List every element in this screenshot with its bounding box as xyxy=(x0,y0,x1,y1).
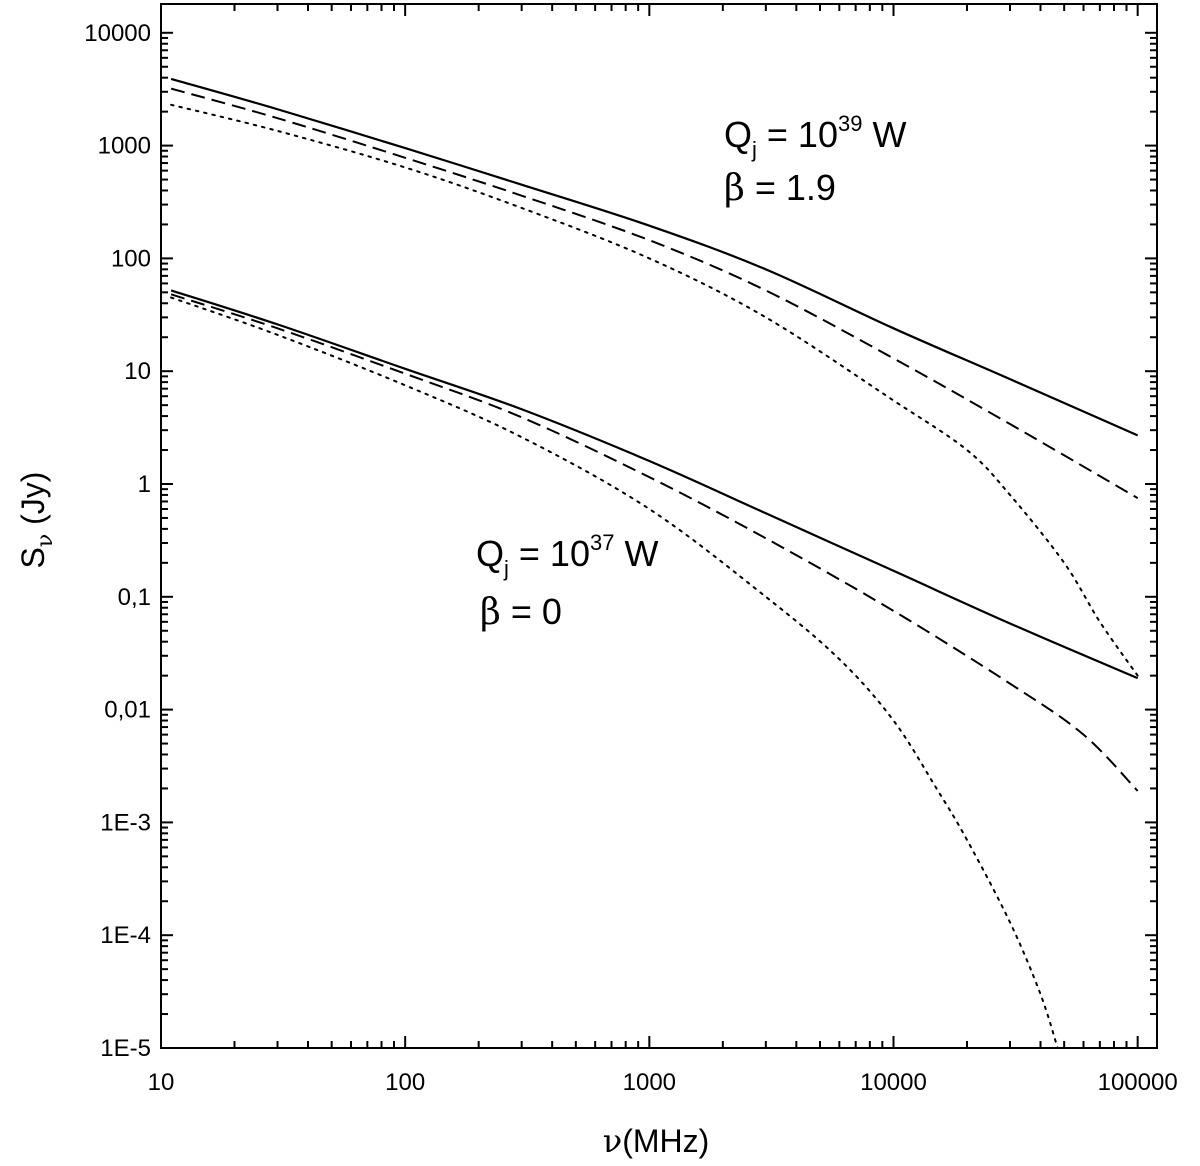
annotation-lower-q-unit: W xyxy=(614,533,658,574)
annotation-upper-q-eq: = 10 xyxy=(757,114,838,155)
annotation-lower-q-eq: = 10 xyxy=(509,533,590,574)
plot-lines xyxy=(170,77,1139,1049)
y-tick-label: 10 xyxy=(124,358,151,385)
y-tick-label: 1 xyxy=(138,471,151,498)
y-tick-label: 1E-3 xyxy=(100,809,151,836)
x-axis-title: ν(MHz) xyxy=(603,1122,710,1160)
y-tick-label: 100 xyxy=(111,245,151,272)
y-tick-label: 0,01 xyxy=(104,697,151,724)
annotation-lower-beta: β = 0 xyxy=(480,591,562,633)
y-axis-unit: (Jy) xyxy=(15,472,51,534)
annotation-upper-beta: β = 1.9 xyxy=(724,167,836,209)
annotation-lower-q-base: Q xyxy=(476,533,504,574)
tick-labels: 10 100 1000 10000 100000 1E-5 1E-4 1E-3 0,01 0,1 1… xyxy=(84,20,1177,1096)
annotation-upper-beta-symbol: β xyxy=(724,168,745,209)
series-lower-dashed xyxy=(170,293,1139,792)
series-lower-dotted xyxy=(170,296,1059,1049)
x-axis-symbol: ν xyxy=(603,1122,622,1160)
y-axis-symbol: S xyxy=(15,547,51,568)
x-tick-label: 10 xyxy=(148,1069,175,1096)
series-upper-solid xyxy=(170,77,1139,437)
x-tick-label: 10000 xyxy=(860,1069,927,1096)
ticks xyxy=(160,4,1157,1049)
plot-frame xyxy=(160,3,1158,1049)
series-upper-dotted xyxy=(170,103,1139,677)
series-lower-solid xyxy=(170,289,1139,680)
y-axis-title: Sν (Jy) xyxy=(15,472,58,569)
y-tick-label: 0,1 xyxy=(118,584,151,611)
y-axis-subscript: ν xyxy=(33,534,58,547)
x-tick-label: 1000 xyxy=(623,1069,676,1096)
x-tick-label: 100 xyxy=(385,1069,425,1096)
annotation-upper-q-base: Q xyxy=(724,114,752,155)
annotation-lower-beta-eq: = 0 xyxy=(501,591,562,632)
annotation-lower-q-exp: 37 xyxy=(590,530,614,555)
annotation-lower-q-sub: j xyxy=(503,556,509,581)
annotation-lower-beta-symbol: β xyxy=(480,592,501,633)
annotation-upper-q-unit: W xyxy=(862,114,906,155)
annotation-upper-beta-eq: = 1.9 xyxy=(745,167,836,208)
y-tick-label: 10000 xyxy=(84,20,151,47)
annotation-lower-q: Qj = 1037 W xyxy=(476,530,658,581)
annotation-upper-q: Qj = 1039 W xyxy=(724,111,906,162)
y-tick-label: 1000 xyxy=(98,133,151,160)
series-upper-dashed xyxy=(170,87,1139,499)
annotation-upper-q-sub: j xyxy=(751,137,757,162)
annotation-upper-q-exp: 39 xyxy=(838,111,862,136)
x-tick-label: 100000 xyxy=(1098,1069,1178,1096)
x-axis-text: (MHz) xyxy=(622,1123,709,1159)
y-tick-label: 1E-5 xyxy=(100,1035,151,1062)
y-tick-label: 1E-4 xyxy=(100,922,151,949)
